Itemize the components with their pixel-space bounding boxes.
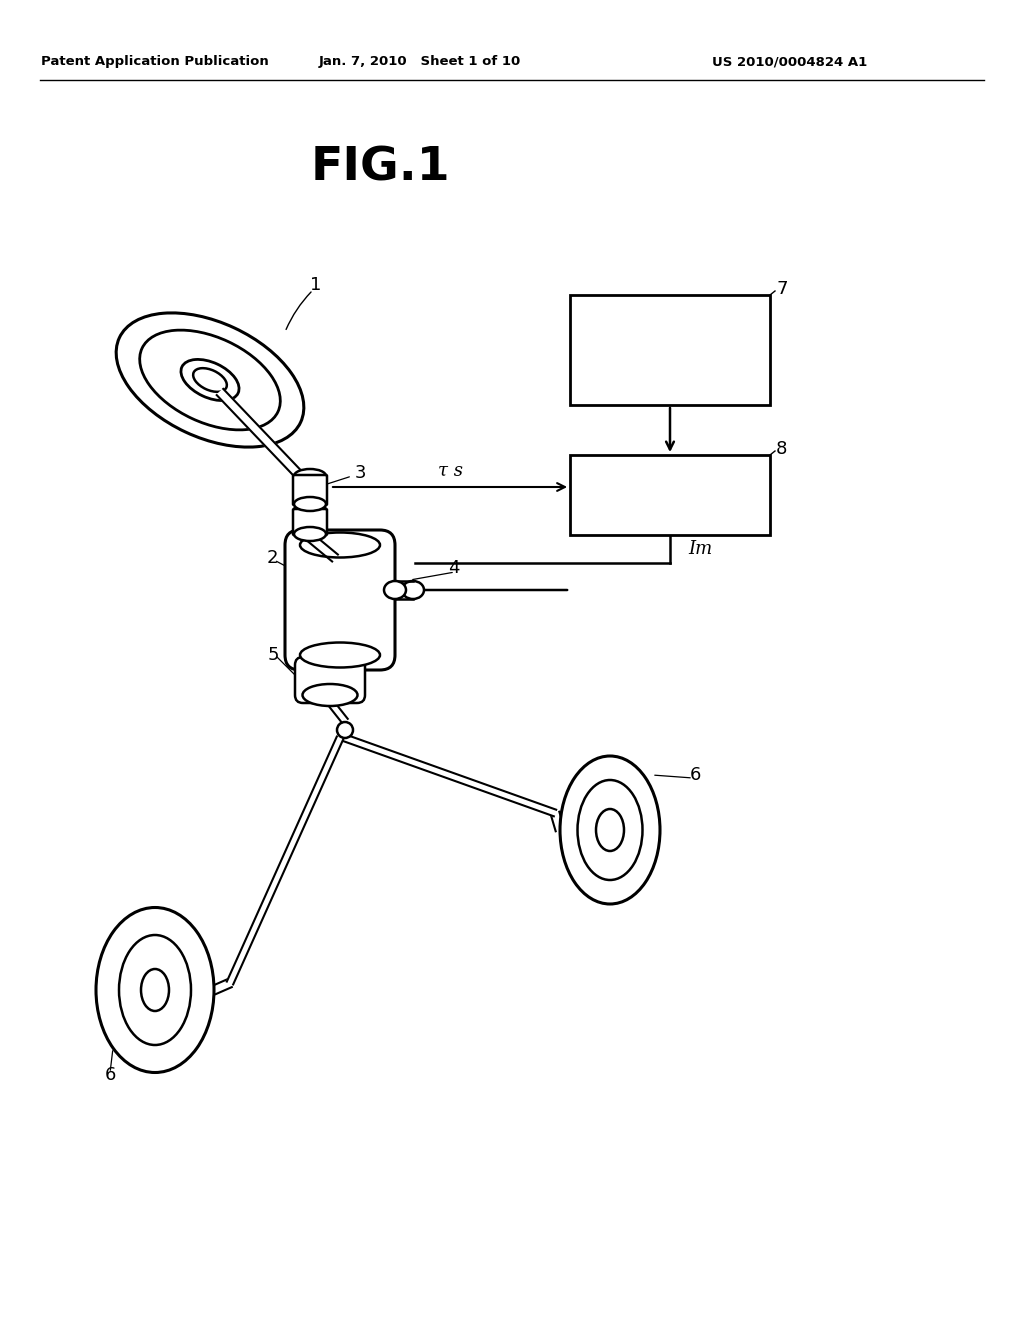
FancyBboxPatch shape [295,657,365,704]
Ellipse shape [119,935,191,1045]
Ellipse shape [302,684,357,706]
Text: 4: 4 [449,558,460,577]
Polygon shape [212,979,231,994]
Text: 7: 7 [776,280,787,298]
Text: τ s: τ s [437,462,463,480]
Bar [570,294,770,405]
Text: CONTROL
UNIT: CONTROL UNIT [617,474,722,516]
Text: VEHICLE
SPEED
DETECTOR: VEHICLE SPEED DETECTOR [616,321,723,380]
FancyBboxPatch shape [293,475,327,506]
Ellipse shape [560,756,660,904]
Ellipse shape [194,368,227,392]
FancyBboxPatch shape [293,510,327,535]
Polygon shape [328,700,348,723]
Ellipse shape [181,359,239,400]
Ellipse shape [141,969,169,1011]
FancyBboxPatch shape [285,531,395,671]
Ellipse shape [578,780,642,880]
Ellipse shape [294,527,326,541]
Bar [570,455,770,535]
Text: 8: 8 [776,440,787,458]
Ellipse shape [300,643,380,668]
Ellipse shape [139,330,281,430]
Ellipse shape [302,653,357,676]
Ellipse shape [402,581,424,599]
Ellipse shape [294,469,326,483]
Ellipse shape [596,809,624,851]
Text: Im: Im [688,540,713,558]
Text: 6: 6 [690,766,701,784]
Text: 1: 1 [310,276,322,294]
Ellipse shape [294,503,326,517]
Polygon shape [344,735,556,816]
Polygon shape [303,531,338,561]
Text: Jan. 7, 2010   Sheet 1 of 10: Jan. 7, 2010 Sheet 1 of 10 [318,55,521,69]
Ellipse shape [294,498,326,511]
Circle shape [337,722,353,738]
Text: FIG.1: FIG.1 [310,145,450,190]
Polygon shape [217,389,305,480]
Ellipse shape [116,313,304,447]
Ellipse shape [384,581,406,599]
Text: 6: 6 [105,1067,117,1084]
Text: 3: 3 [355,465,367,482]
Polygon shape [551,812,564,832]
Text: Patent Application Publication: Patent Application Publication [41,55,269,69]
Text: 2: 2 [267,549,279,568]
Text: 5: 5 [268,645,280,664]
Polygon shape [226,737,343,985]
Ellipse shape [300,532,380,557]
Ellipse shape [96,908,214,1072]
Text: US 2010/0004824 A1: US 2010/0004824 A1 [713,55,867,69]
